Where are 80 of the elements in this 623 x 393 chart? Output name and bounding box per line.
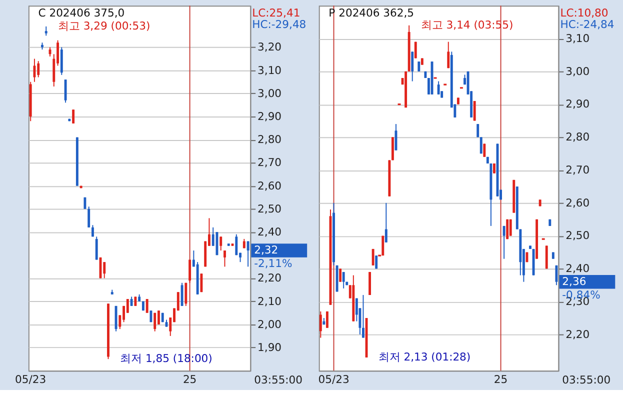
y-tick-label: 3,00 — [258, 86, 282, 100]
y-tick-label: 2,50 — [566, 229, 590, 242]
y-tick-label: 3,00 — [566, 64, 590, 78]
candlestick — [103, 262, 106, 279]
x-tick-label: 25 — [494, 372, 508, 386]
candlestick — [411, 51, 414, 82]
y-tick-label: 2,80 — [258, 133, 282, 146]
y-tick-label: 2,40 — [258, 225, 282, 238]
candlestick — [418, 61, 420, 72]
candlestick — [372, 248, 374, 266]
y-tick-label: 3,20 — [258, 40, 282, 54]
candlestick — [342, 271, 345, 289]
candlestick — [391, 136, 394, 161]
candlestick — [414, 41, 417, 59]
y-tick-label: 2,50 — [258, 202, 282, 216]
y-tick-label: 2,80 — [566, 130, 590, 144]
candlestick — [483, 143, 486, 158]
candlestick — [473, 100, 476, 122]
text: HC:-29,48 — [252, 18, 306, 32]
candlestick — [72, 109, 75, 124]
candlestick — [64, 79, 67, 104]
candlestick — [154, 312, 156, 332]
candlestick — [95, 236, 98, 260]
text: -2,11% — [254, 257, 292, 270]
candlestick — [447, 41, 450, 69]
candlestick — [188, 259, 192, 284]
candlestick — [480, 136, 482, 154]
candlestick — [158, 310, 160, 325]
candlestick — [37, 60, 40, 78]
candlestick — [375, 255, 378, 270]
candlestick — [200, 273, 203, 293]
y-tick-label: 2,20 — [258, 272, 282, 285]
candlestick — [476, 124, 480, 138]
text: 2,36 — [562, 274, 586, 288]
candlestick — [545, 245, 548, 270]
candlestick — [44, 26, 48, 36]
y-tick-label: 2,70 — [566, 163, 590, 176]
text: 03:55:00 — [254, 373, 303, 386]
candlestick — [60, 46, 63, 76]
candlestick — [362, 294, 364, 338]
y-tick-label: 2,40 — [566, 262, 590, 276]
candlestick — [509, 218, 512, 236]
x-tick-label: 25 — [182, 372, 197, 386]
y-tick-label: 2,70 — [258, 156, 282, 170]
x-tick-label: 05/23 — [318, 372, 350, 386]
x-tick-label: 05/23 — [15, 372, 46, 386]
annotation: 최고 3,29 (00:53) — [58, 19, 150, 32]
y-tick-label: 1,90 — [258, 340, 282, 354]
candlestick — [235, 234, 238, 256]
text: HC:-24,84 — [560, 18, 614, 32]
y-tick-label: 3,10 — [566, 32, 590, 45]
candlestick — [224, 250, 226, 268]
text: 2,32 — [254, 243, 278, 256]
chart-title: C 202406 375,0 — [38, 6, 125, 20]
candlestick — [326, 310, 328, 328]
candlestick — [146, 298, 148, 314]
y-tick-label: 2,00 — [258, 318, 282, 331]
candlestick — [319, 310, 322, 338]
candlestick — [33, 58, 36, 82]
y-tick-label: 2,60 — [566, 196, 590, 210]
candlestick — [384, 202, 388, 243]
y-tick-label: 2,10 — [258, 294, 282, 308]
y-tick-label: 2,20 — [566, 328, 590, 341]
candlestick — [339, 268, 342, 282]
candlestick — [184, 282, 188, 306]
text: LC:25,41 — [252, 6, 300, 20]
candlestick — [437, 80, 440, 95]
y-tick-label: 2,60 — [258, 179, 282, 192]
annotation: 최저 2,13 (01:28) — [378, 350, 471, 364]
candlestick — [88, 206, 90, 228]
y-tick-label: 2,90 — [258, 110, 282, 123]
candlestick — [502, 225, 506, 260]
candlestick — [220, 236, 222, 251]
y-tick-label: 3,10 — [258, 64, 282, 77]
y-tick-label: 2,90 — [566, 98, 590, 111]
candlestick — [180, 282, 184, 306]
text: LC:10,80 — [560, 6, 608, 20]
text: 03:55:00 — [562, 373, 611, 386]
candlestick — [130, 296, 133, 306]
candlestick — [134, 296, 137, 306]
